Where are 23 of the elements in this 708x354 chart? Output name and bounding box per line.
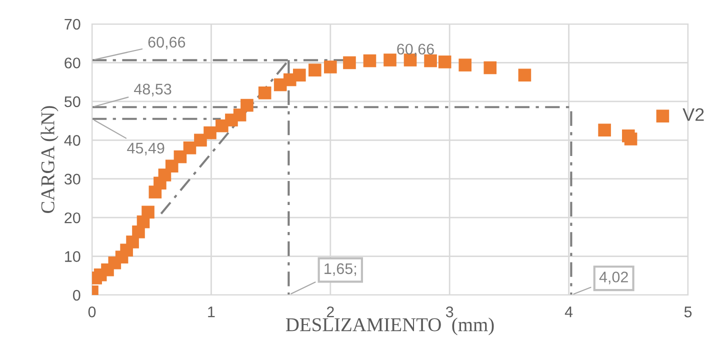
y-tick-label: 70 [64, 18, 80, 30]
y-axis-title: CARGA (kN) [40, 106, 58, 213]
annotation: 60,66 [397, 44, 434, 56]
x-tick-label: 1 [208, 306, 215, 318]
legend-label: V2 [682, 108, 704, 121]
annotation: 4,02 [599, 272, 628, 284]
y-tick-label: 10 [65, 251, 80, 262]
annotation: 1,65; [324, 263, 356, 276]
y-tick-label: 40 [64, 135, 80, 146]
annotation: 48,53 [134, 84, 172, 96]
x-tick-label: 3 [446, 306, 454, 318]
x-tick-label: 5 [684, 306, 692, 318]
y-tick-label: 20 [64, 212, 80, 224]
x-tick-label: 0 [88, 306, 96, 318]
x-tick-label: 4 [564, 306, 573, 318]
y-tick-label: 30 [64, 174, 80, 185]
y-tick-label: 0 [72, 290, 80, 301]
annotation: 45,49 [127, 142, 164, 156]
annotation: 60,66 [148, 36, 186, 50]
y-tick-label: 50 [64, 96, 80, 108]
x-axis-title: DESLIZAMIENTO (mm) [286, 318, 494, 336]
x-tick-label: 2 [326, 306, 334, 318]
y-tick-label: 60 [64, 58, 80, 68]
